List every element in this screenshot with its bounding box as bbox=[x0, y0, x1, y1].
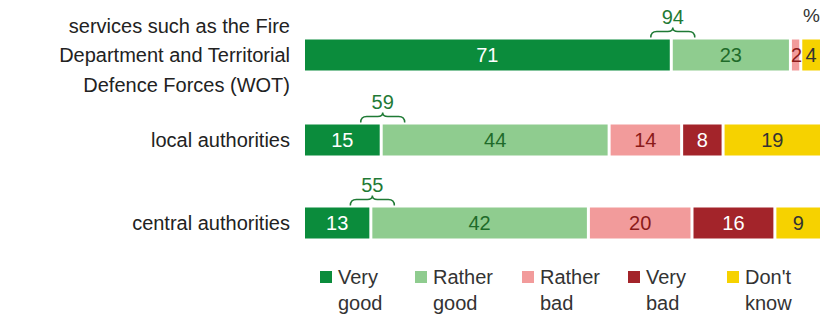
legend-swatch bbox=[522, 271, 534, 283]
bar-segment bbox=[673, 40, 789, 71]
brace bbox=[651, 28, 695, 38]
brace bbox=[350, 196, 394, 206]
legend-label: Very good bbox=[338, 266, 383, 314]
data-label: 16 bbox=[722, 212, 744, 234]
bar-segment bbox=[694, 208, 774, 239]
category-line: Defence Forces (WOT) bbox=[83, 74, 290, 96]
total-label: 55 bbox=[361, 174, 383, 196]
legend-swatch bbox=[727, 271, 739, 283]
legend-line: Don't bbox=[745, 266, 792, 288]
legend-label: Don't know bbox=[745, 266, 792, 314]
category-line: services such as the Fire bbox=[69, 15, 290, 37]
bar-segment bbox=[305, 40, 670, 71]
category-label: central authorities bbox=[132, 212, 290, 234]
data-label: 19 bbox=[761, 129, 783, 151]
legend-line: Very bbox=[646, 266, 686, 288]
data-label: 44 bbox=[484, 129, 506, 151]
data-label: 2 bbox=[791, 44, 802, 66]
bar-segment bbox=[683, 125, 721, 156]
legend-label: Very bad bbox=[646, 266, 686, 314]
bar-segment bbox=[802, 40, 820, 71]
bar-segment bbox=[590, 208, 691, 239]
legend-line: good bbox=[433, 292, 478, 314]
legend-swatch bbox=[628, 271, 640, 283]
data-label: 20 bbox=[629, 212, 651, 234]
category-line: Department and Territorial bbox=[59, 44, 290, 66]
legend-line: know bbox=[745, 292, 792, 314]
legend-line: good bbox=[338, 292, 383, 314]
legend-line: bad bbox=[646, 292, 679, 314]
legend-line: Rather bbox=[540, 266, 600, 288]
chart: services such as the Fire Department and … bbox=[0, 0, 827, 321]
labels: services such as the Fire Department and … bbox=[59, 5, 820, 234]
data-label: 14 bbox=[634, 129, 656, 151]
category-label: local authorities bbox=[151, 129, 290, 151]
bar-segment bbox=[725, 125, 820, 156]
legend-line: bad bbox=[540, 292, 573, 314]
legend: Very good Rather good Rather bad Very bad Don't k… bbox=[320, 266, 792, 314]
data-label: 42 bbox=[468, 212, 490, 234]
legend-label: Rather good bbox=[433, 266, 493, 314]
data-label: 71 bbox=[476, 44, 498, 66]
total-label: 59 bbox=[372, 91, 394, 113]
bar-segment bbox=[611, 125, 681, 156]
legend-swatch bbox=[415, 271, 427, 283]
data-label: 13 bbox=[326, 212, 348, 234]
category-label: services such as the Fire Department and … bbox=[59, 15, 290, 96]
category-line: central authorities bbox=[132, 212, 290, 234]
legend-label: Rather bad bbox=[540, 266, 600, 314]
brace bbox=[361, 113, 405, 123]
bar-segment bbox=[305, 208, 369, 239]
bar-segment bbox=[305, 125, 380, 156]
bars bbox=[305, 40, 820, 239]
data-label: 23 bbox=[720, 44, 742, 66]
legend-swatch bbox=[320, 271, 332, 283]
bar-segment bbox=[776, 208, 820, 239]
bar-segment bbox=[372, 208, 587, 239]
legend-line: Rather bbox=[433, 266, 493, 288]
data-label: 4 bbox=[806, 44, 817, 66]
category-line: local authorities bbox=[151, 129, 290, 151]
data-label: 8 bbox=[697, 129, 708, 151]
total-label: 94 bbox=[662, 6, 684, 28]
bar-segment bbox=[383, 125, 608, 156]
data-label: 15 bbox=[331, 129, 353, 151]
data-label: 9 bbox=[793, 212, 804, 234]
unit-label: % bbox=[803, 5, 820, 26]
legend-line: Very bbox=[338, 266, 378, 288]
